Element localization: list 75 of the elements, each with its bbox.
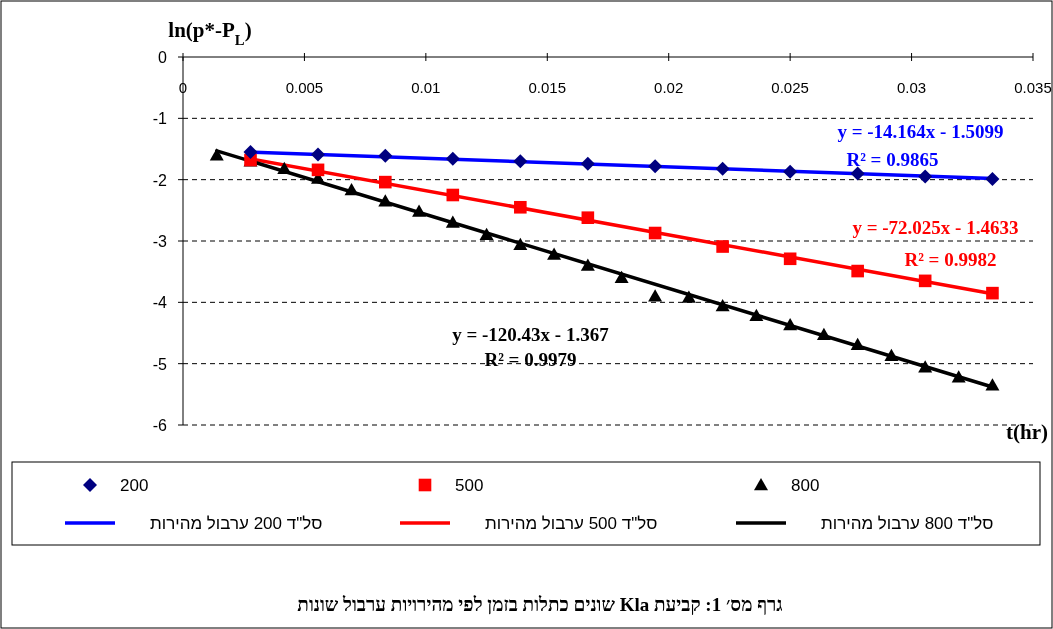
point (783, 252, 797, 266)
x-tick-label: 0.035 (1014, 79, 1052, 96)
point (816, 327, 831, 341)
point (243, 145, 258, 160)
point (648, 159, 663, 174)
legend-label: סל"ד 200 ערבול מהירות (150, 514, 323, 533)
point (850, 166, 865, 181)
legend-label: 800 (791, 476, 820, 495)
annotation: y = -14.164x - 1.5099 (837, 121, 1004, 143)
point (513, 237, 528, 250)
point (379, 175, 392, 189)
point (850, 337, 865, 350)
point (851, 264, 864, 278)
annotation: y = -120.43x - 1.367 (452, 323, 610, 345)
text: גרף מס׳ 1: קביעת Kla שונים כתלות בזמן לפי מהירויות ערבול שונות (297, 594, 783, 615)
point (648, 289, 663, 302)
legend-label: סל"ד 800 ערבול מהירות (821, 514, 994, 533)
legend-label: סל"ד 500 ערבול מהירות (485, 514, 658, 533)
point (749, 308, 764, 322)
point (716, 240, 729, 253)
y-tick-label: -6 (152, 417, 168, 434)
x-tick-label: 0.005 (285, 79, 324, 96)
point (884, 348, 899, 361)
point (445, 151, 460, 166)
point (547, 247, 562, 260)
y-tick-label: -1 (152, 110, 168, 128)
legend-label: 500 (455, 476, 484, 495)
point (681, 290, 696, 303)
legend-label: 200 (120, 476, 149, 495)
x-tick-label: 0.015 (528, 79, 567, 96)
point (918, 169, 933, 184)
point (715, 161, 730, 176)
point (918, 360, 933, 373)
point (412, 204, 427, 217)
point (648, 226, 662, 240)
point (614, 270, 629, 284)
point (985, 172, 1000, 187)
y-tick-label: -4 (152, 294, 168, 312)
point (783, 164, 798, 179)
point (209, 148, 224, 161)
point (514, 200, 527, 214)
x-axis-title: t(hr) (1006, 420, 1048, 444)
annotation: R² = 0.9982 (904, 248, 997, 270)
y-tick-label: -3 (152, 233, 168, 250)
point (479, 227, 494, 241)
point (513, 154, 528, 169)
annotation: R² = 0.9865 (846, 149, 939, 171)
y-tick-label: 0 (158, 49, 168, 66)
point (918, 274, 932, 288)
point (986, 286, 999, 300)
annotation: R² = 0.9979 (484, 348, 577, 370)
point (951, 370, 966, 383)
point (783, 318, 798, 331)
x-tick-label: 0.03 (896, 79, 927, 96)
point (311, 147, 326, 162)
point (344, 183, 359, 196)
point (445, 215, 460, 228)
point (311, 163, 325, 177)
point (985, 378, 1000, 391)
x-tick-label: 0.01 (411, 79, 441, 96)
point (378, 148, 393, 163)
x-tick-label: 0.02 (654, 79, 684, 96)
point (378, 194, 393, 207)
x-tick-label: 0 (178, 79, 188, 96)
point (277, 161, 292, 174)
y-tick-label: -2 (152, 171, 168, 189)
y-axis-title: ln(p*-P$_{L}$) (168, 18, 252, 48)
point (715, 299, 730, 312)
point (581, 211, 595, 224)
annotation: y = -72.025x - 1.4633 (852, 216, 1019, 238)
x-tick-label: 0.025 (771, 79, 809, 96)
point (446, 188, 460, 202)
point (580, 156, 595, 171)
y-tick-label: -5 (152, 355, 168, 373)
point (580, 258, 595, 271)
